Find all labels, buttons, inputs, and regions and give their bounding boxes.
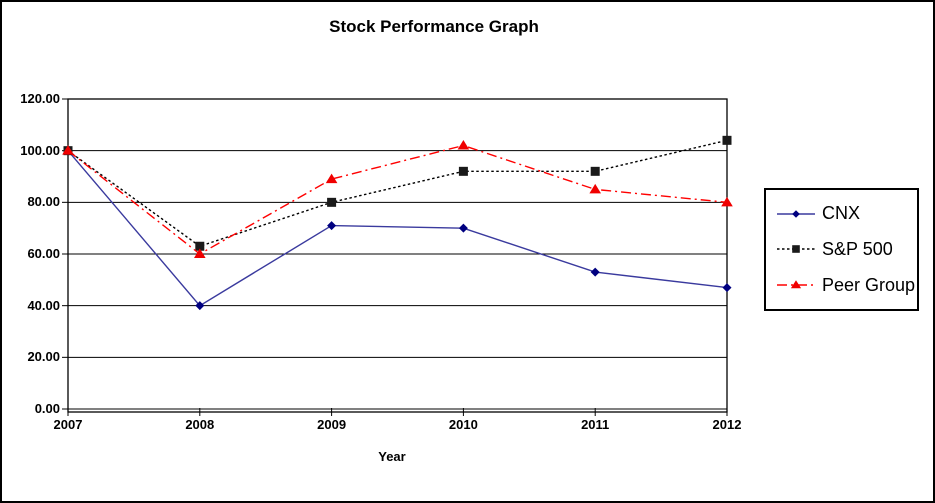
legend-line-marker-sp500 bbox=[777, 245, 815, 254]
legend-sample-marker bbox=[792, 245, 800, 254]
data-point-peer-group bbox=[62, 145, 74, 155]
data-point-s-p-500 bbox=[195, 241, 205, 251]
x-tick-label: 2012 bbox=[712, 417, 742, 432]
y-tick-label: 80.00 bbox=[27, 194, 60, 210]
legend-sample-marker bbox=[792, 210, 800, 218]
y-tick-label: 100.00 bbox=[20, 142, 60, 158]
series-line-s-p-500 bbox=[67, 139, 728, 248]
x-tick-label: 2010 bbox=[448, 417, 478, 432]
data-point-cnx bbox=[195, 301, 205, 311]
legend-line-marker-cnx bbox=[777, 210, 815, 218]
y-tick-label: 120.00 bbox=[20, 91, 60, 106]
x-tick-label: 2007 bbox=[53, 417, 83, 432]
legend-label-sp500: S&P 500 bbox=[822, 238, 893, 259]
data-point-s-p-500 bbox=[722, 135, 732, 145]
legend-label-cnx: CNX bbox=[822, 203, 861, 224]
data-point-cnx bbox=[458, 223, 468, 233]
chart-title: Stock Performance Graph bbox=[329, 17, 539, 36]
y-tick-label: 60.00 bbox=[27, 246, 60, 261]
data-point-s-p-500 bbox=[458, 166, 468, 176]
series-line-cnx bbox=[67, 150, 728, 307]
data-point-peer-group bbox=[457, 140, 470, 150]
data-point-peer-group bbox=[721, 196, 733, 207]
data-point-s-p-500 bbox=[590, 166, 600, 176]
y-tick-label: 20.00 bbox=[27, 349, 60, 365]
data-point-s-p-500 bbox=[327, 197, 337, 207]
data-point-cnx bbox=[327, 221, 337, 231]
x-tick-label: 2008 bbox=[185, 417, 215, 432]
data-point-cnx bbox=[590, 267, 600, 277]
legend-item-sp500: S&P 500 bbox=[776, 239, 915, 260]
data-point-peer-group bbox=[325, 173, 338, 184]
legend-label-peer-group: Peer Group bbox=[821, 274, 915, 295]
series-line-peer-group bbox=[67, 144, 728, 255]
x-axis-title: Year bbox=[378, 449, 406, 464]
plot-border bbox=[67, 98, 728, 413]
data-point-peer-group bbox=[194, 248, 206, 258]
legend-item-peer-group: Peer Group bbox=[776, 275, 915, 296]
x-tick-label: 2009 bbox=[317, 417, 347, 432]
y-tick-label: 0.00 bbox=[34, 401, 60, 416]
legend: CNX S&P 500 Peer Group bbox=[764, 188, 919, 311]
legend-sample-marker bbox=[790, 280, 802, 289]
data-point-cnx bbox=[722, 283, 732, 293]
legend-item-cnx: CNX bbox=[776, 203, 915, 224]
data-point-peer-group bbox=[589, 183, 601, 194]
x-tick-label: 2011 bbox=[581, 417, 610, 432]
legend-line-marker-peer-group bbox=[777, 280, 815, 289]
y-tick-label: 40.00 bbox=[27, 297, 60, 313]
